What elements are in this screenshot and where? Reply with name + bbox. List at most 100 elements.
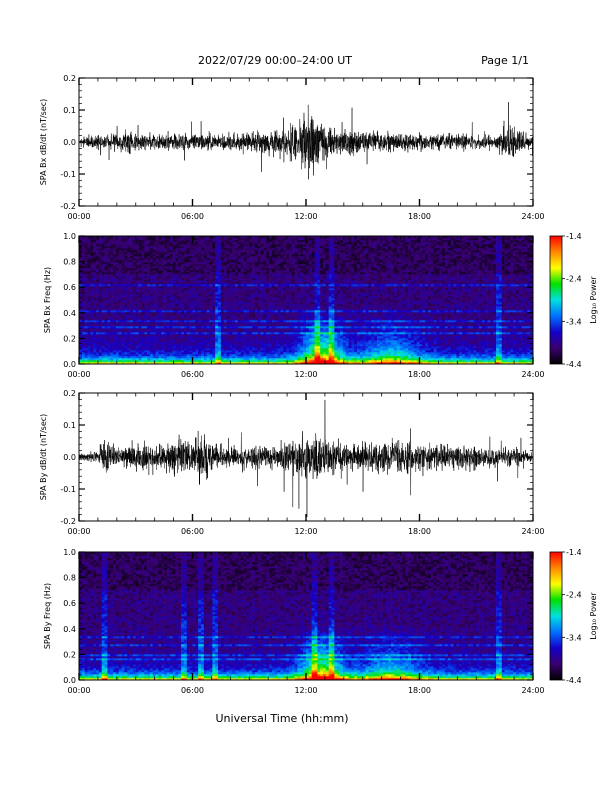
heatmap-cell [158,300,161,302]
heatmap-cell [167,336,170,338]
heatmap-cell [156,250,159,252]
heatmap-cell [113,296,116,298]
heatmap-cell [212,294,215,296]
heatmap-cell [272,302,275,304]
heatmap-cell [218,282,221,284]
heatmap-cell [105,286,108,288]
heatmap-cell [181,342,184,344]
heatmap-cell [235,328,238,330]
heatmap-cell [88,320,91,322]
heatmap-cell [278,242,281,244]
heatmap-cell [88,250,91,252]
heatmap-cell [238,348,241,350]
heatmap-cell [116,282,119,284]
heatmap-cell [102,286,105,288]
heatmap-cell [280,282,283,284]
heatmap-cell [229,306,232,308]
heatmap-cell [229,244,232,246]
heatmap-cell [175,278,178,280]
heatmap-cell [204,264,207,266]
heatmap-cell [280,310,283,312]
heatmap-cell [261,264,264,266]
heatmap-cell [272,310,275,312]
heatmap-cell [246,278,249,280]
heatmap-cell [158,292,161,294]
heatmap-cell [178,352,181,354]
heatmap-cell [156,336,159,338]
heatmap-cell [258,288,261,290]
heatmap-cell [258,348,261,350]
heatmap-cell [266,250,269,252]
heatmap-cell [107,358,110,360]
heatmap-cell [272,328,275,330]
heatmap-cell [232,244,235,246]
heatmap-cell [212,256,215,258]
heatmap-cell [107,332,110,334]
heatmap-cell [96,328,99,330]
heatmap-cell [224,332,227,334]
heatmap-cell [218,270,221,272]
heatmap-cell [252,282,255,284]
heatmap-cell [141,290,144,292]
heatmap-cell [133,298,136,300]
heatmap-cell [153,250,156,252]
heatmap-cell [229,278,232,280]
heatmap-cell [116,286,119,288]
heatmap-cell [244,280,247,282]
heatmap-cell [167,238,170,240]
heatmap-cell [130,256,133,258]
heatmap-cell [110,350,113,352]
heatmap-cell [93,246,96,248]
heatmap-cell [198,352,201,354]
heatmap-cell [158,246,161,248]
heatmap-cell [246,338,249,340]
heatmap-cell [158,272,161,274]
heatmap-cell [122,284,125,286]
heatmap-cell [229,268,232,270]
heatmap-cell [158,278,161,280]
heatmap-cell [275,332,278,334]
heatmap-cell [229,252,232,254]
heatmap-cell [289,288,292,290]
heatmap-cell [263,296,266,298]
heatmap-cell [167,300,170,302]
heatmap-cell [136,284,139,286]
heatmap-cell [178,288,181,290]
heatmap-cell [158,354,161,356]
heatmap-cell [278,246,281,248]
heatmap-cell [187,284,190,286]
heatmap-cell [173,306,176,308]
heatmap-cell [210,266,213,268]
heatmap-cell [261,270,264,272]
heatmap-cell [173,338,176,340]
heatmap-cell [249,278,252,280]
heatmap-cell [153,312,156,314]
heatmap-cell [207,276,210,278]
heatmap-cell [187,354,190,356]
heatmap-cell [99,358,102,360]
heatmap-cell [110,340,113,342]
heatmap-cell [173,288,176,290]
heatmap-cell [122,308,125,310]
heatmap-cell [295,356,298,358]
heatmap-cell [124,332,127,334]
heatmap-cell [119,310,122,312]
heatmap-cell [224,324,227,326]
heatmap-cell [272,296,275,298]
heatmap-cell [283,294,286,296]
heatmap-cell [184,280,187,282]
heatmap-cell [99,308,102,310]
heatmap-cell [181,336,184,338]
heatmap-cell [255,276,258,278]
heatmap-cell [161,300,164,302]
heatmap-cell [136,280,139,282]
heatmap-cell [286,250,289,252]
heatmap-cell [266,266,269,268]
heatmap-cell [113,358,116,360]
heatmap-cell [144,302,147,304]
heatmap-cell [139,298,142,300]
heatmap-cell [272,326,275,328]
heatmap-cell [272,316,275,318]
heatmap-cell [212,240,215,242]
heatmap-cell [130,284,133,286]
